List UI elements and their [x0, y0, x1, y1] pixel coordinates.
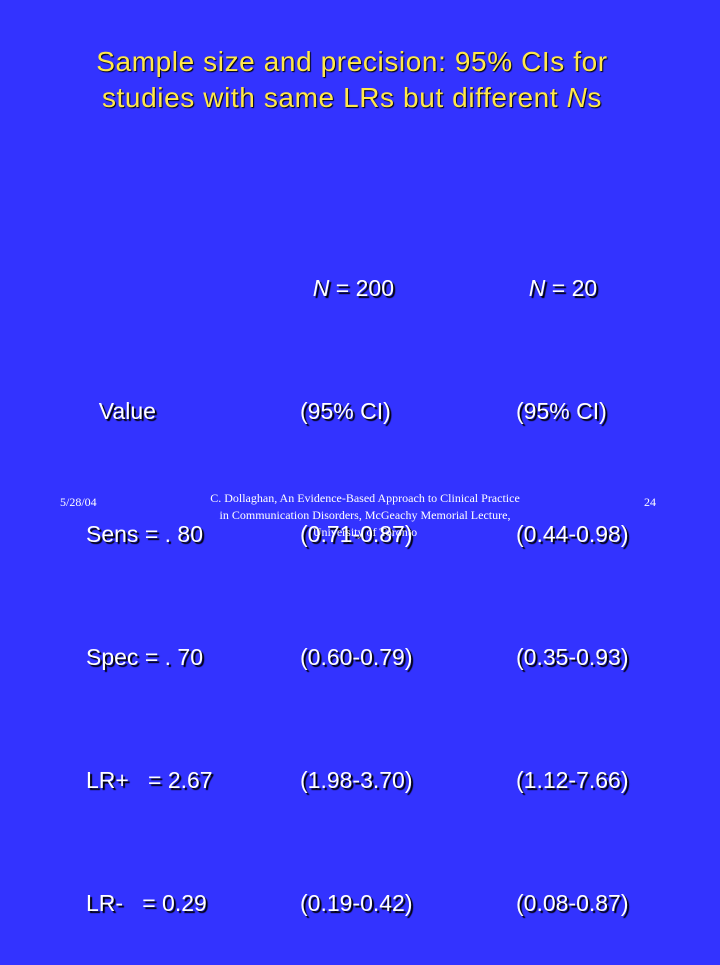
title-line-2: studies with same LRs but different Ns: [0, 80, 704, 116]
footer-credit-line-3: University of Toronto: [312, 525, 418, 539]
n20-header-rest: = 20: [545, 275, 598, 301]
n200-subheader: (95% CI): [300, 398, 391, 424]
title-line-2-italic: N: [566, 82, 588, 113]
n200-column: N = 200 (95% CI) (0.71-0.87) (0.60-0.79)…: [300, 186, 413, 965]
n200-row-lr-minus: (0.19-0.42): [300, 890, 413, 916]
n200-header-n: N: [312, 275, 330, 301]
n20-row-spec: (0.35-0.93): [516, 644, 629, 670]
footer-page-number: 24: [644, 495, 656, 509]
n20-header-n: N: [528, 275, 546, 301]
n200-header-rest: = 200: [329, 275, 394, 301]
n20-row-lr-plus: (1.12-7.66): [516, 767, 629, 793]
footer-credit: C. Dollaghan, An Evidence-Based Approach…: [180, 490, 550, 541]
n20-header: N = 20: [516, 268, 629, 309]
footer-credit-line-2: in Communication Disorders, McGeachy Mem…: [219, 508, 511, 522]
value-column: Value Sens = . 80 Spec = . 70 LR+ = 2.67…: [86, 186, 213, 965]
value-row-lr-minus: LR- = 0.29: [86, 890, 207, 916]
title-line-2-suffix: s: [587, 82, 603, 113]
n200-row-lr-plus: (1.98-3.70): [300, 767, 413, 793]
value-header: Value: [98, 398, 156, 424]
n20-column: N = 20 (95% CI) (0.44-0.98) (0.35-0.93) …: [516, 186, 629, 965]
slide-title: Sample size and precision: 95% CIs for s…: [0, 44, 704, 116]
n200-header: N = 200: [300, 268, 413, 309]
title-line-2-prefix: studies with same LRs but different: [101, 82, 567, 113]
n20-subheader: (95% CI): [516, 398, 607, 424]
value-header-spacer: [86, 268, 213, 309]
value-row-spec: Spec = . 70: [86, 644, 203, 670]
footer-credit-line-1: C. Dollaghan, An Evidence-Based Approach…: [210, 491, 520, 505]
value-row-lr-plus: LR+ = 2.67: [86, 767, 213, 793]
title-line-1: Sample size and precision: 95% CIs for: [96, 46, 608, 77]
footer-date: 5/28/04: [60, 495, 97, 509]
n20-row-lr-minus: (0.08-0.87): [516, 890, 629, 916]
n200-row-spec: (0.60-0.79): [300, 644, 413, 670]
